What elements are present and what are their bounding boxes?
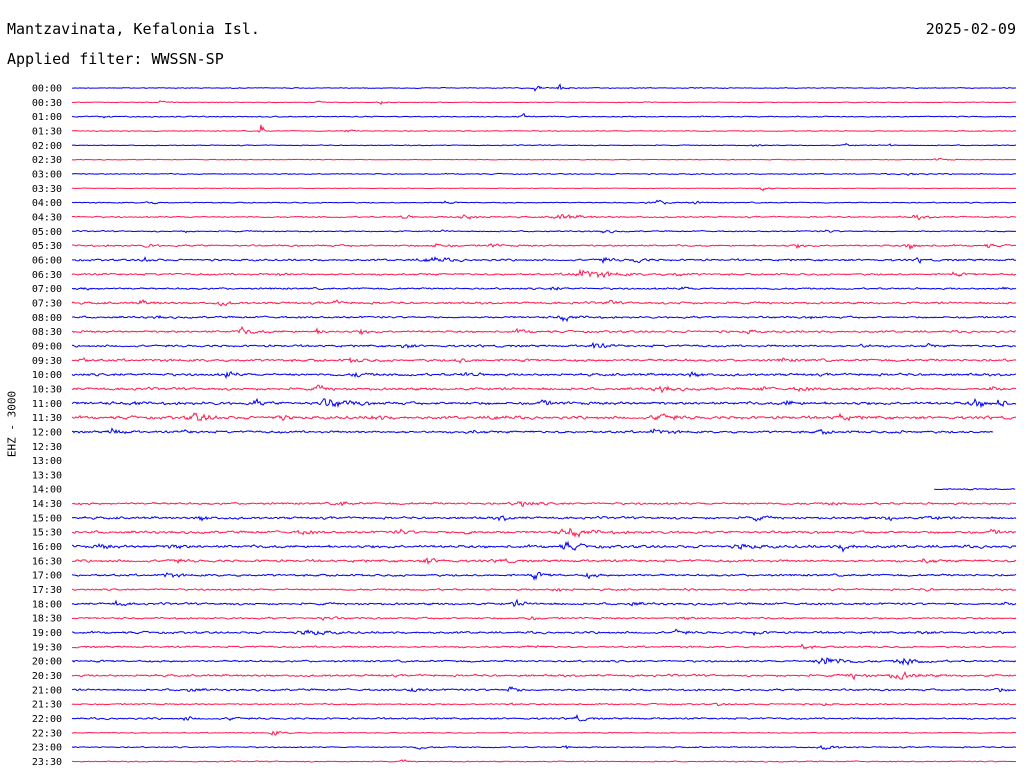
row-time-label: 18:00 xyxy=(32,599,62,610)
row-time-label: 14:30 xyxy=(32,499,62,510)
row-time-label: 05:30 xyxy=(32,241,62,252)
row-time-label: 17:30 xyxy=(32,585,62,596)
seismogram-trace xyxy=(71,314,1017,323)
row-time-label: 15:00 xyxy=(32,513,62,524)
row-time-label: 04:30 xyxy=(32,212,62,223)
row-time-label: 06:30 xyxy=(32,270,62,281)
seismogram-trace xyxy=(71,571,1017,581)
row-time-label: 11:00 xyxy=(32,399,62,410)
seismogram-trace xyxy=(71,83,1017,92)
seismogram-trace xyxy=(71,341,1017,350)
row-time-label: 07:30 xyxy=(32,298,62,309)
seismogram-trace xyxy=(934,488,1016,491)
seismogram-trace xyxy=(71,100,1017,106)
seismogram-trace xyxy=(71,112,1017,119)
seismogram-trace xyxy=(71,256,1017,265)
seismogram-trace xyxy=(71,540,1017,553)
row-time-label: 12:30 xyxy=(32,442,62,453)
seismogram-trace xyxy=(71,412,1017,422)
row-time-label: 20:30 xyxy=(32,671,62,682)
row-time-label: 21:00 xyxy=(32,685,62,696)
seismogram-trace xyxy=(71,356,1017,364)
seismogram-trace xyxy=(71,298,1017,307)
row-time-label: 18:30 xyxy=(32,614,62,625)
row-time-label: 14:00 xyxy=(32,485,62,496)
seismogram-trace xyxy=(71,142,1017,147)
row-time-label: 07:00 xyxy=(32,284,62,295)
row-time-label: 02:30 xyxy=(32,155,62,166)
seismogram-trace xyxy=(71,500,1017,508)
row-time-label: 16:30 xyxy=(32,556,62,567)
seismogram-trace xyxy=(71,616,1017,622)
seismogram-trace xyxy=(71,397,1017,409)
row-time-label: 23:30 xyxy=(32,757,62,768)
row-time-label: 11:30 xyxy=(32,413,62,424)
row-time-label: 12:00 xyxy=(32,427,62,438)
row-time-label: 08:00 xyxy=(32,313,62,324)
seismogram-trace xyxy=(71,657,1017,666)
row-time-label: 19:00 xyxy=(32,628,62,639)
row-time-label: 22:00 xyxy=(32,714,62,725)
filter-label: Applied filter: WWSSN-SP xyxy=(7,50,224,68)
seismogram-trace xyxy=(71,384,1017,394)
seismogram-trace xyxy=(71,744,1017,750)
row-time-label: 10:00 xyxy=(32,370,62,381)
seismogram-trace xyxy=(71,286,1017,291)
seismogram-trace xyxy=(72,214,1017,221)
seismogram-trace xyxy=(71,124,1017,133)
seismogram-trace xyxy=(71,686,1017,693)
seismogram-trace xyxy=(71,172,1017,177)
date-label: 2025-02-09 xyxy=(925,20,1016,38)
row-time-label: 03:00 xyxy=(32,169,62,180)
row-time-label: 13:00 xyxy=(32,456,62,467)
seismogram-trace xyxy=(71,730,1017,736)
row-time-label: 09:00 xyxy=(32,341,62,352)
station-title: Mantzavinata, Kefalonia Isl. xyxy=(7,20,260,38)
seismogram-trace xyxy=(71,557,1017,566)
seismogram-trace xyxy=(71,515,1017,522)
row-time-label: 13:30 xyxy=(32,470,62,481)
seismogram-trace xyxy=(71,587,1017,592)
seismogram-trace xyxy=(71,670,1017,681)
seismogram-trace xyxy=(71,199,1017,205)
seismogram-trace xyxy=(71,187,1017,192)
seismogram-trace xyxy=(71,243,1017,251)
seismogram-trace xyxy=(71,713,1017,722)
row-time-label: 15:30 xyxy=(32,528,62,539)
row-time-label: 01:30 xyxy=(32,126,62,137)
seismogram-trace xyxy=(71,325,1017,336)
row-time-label: 04:00 xyxy=(32,198,62,209)
seismogram-trace xyxy=(71,643,1017,650)
row-time-label: 00:00 xyxy=(32,84,62,95)
row-time-label: 16:00 xyxy=(32,542,62,553)
row-time-label: 22:30 xyxy=(32,728,62,739)
row-time-label: 00:30 xyxy=(32,98,62,109)
row-time-label: 17:00 xyxy=(32,571,62,582)
row-time-label: 03:30 xyxy=(32,184,62,195)
row-time-label: 19:30 xyxy=(32,642,62,653)
seismogram-trace xyxy=(71,370,1017,380)
seismogram-trace xyxy=(71,229,1017,234)
row-time-label: 08:30 xyxy=(32,327,62,338)
row-time-label: 05:00 xyxy=(32,227,62,238)
seismogram-trace xyxy=(71,702,1017,707)
row-time-label: 10:30 xyxy=(32,384,62,395)
row-time-label: 06:00 xyxy=(32,255,62,266)
seismogram-trace xyxy=(71,157,1017,161)
row-time-label: 21:30 xyxy=(32,700,62,711)
seismogram-trace xyxy=(71,527,1017,539)
seismogram-trace xyxy=(71,427,994,435)
seismogram-trace xyxy=(72,628,1017,637)
row-time-label: 09:30 xyxy=(32,356,62,367)
seismogram-trace xyxy=(71,759,1017,763)
row-time-label: 02:00 xyxy=(32,141,62,152)
row-time-label: 01:00 xyxy=(32,112,62,123)
seismogram-trace xyxy=(71,598,1017,608)
row-time-label: 23:00 xyxy=(32,743,62,754)
row-time-label: 20:00 xyxy=(32,657,62,668)
seismogram-trace xyxy=(71,268,1017,279)
